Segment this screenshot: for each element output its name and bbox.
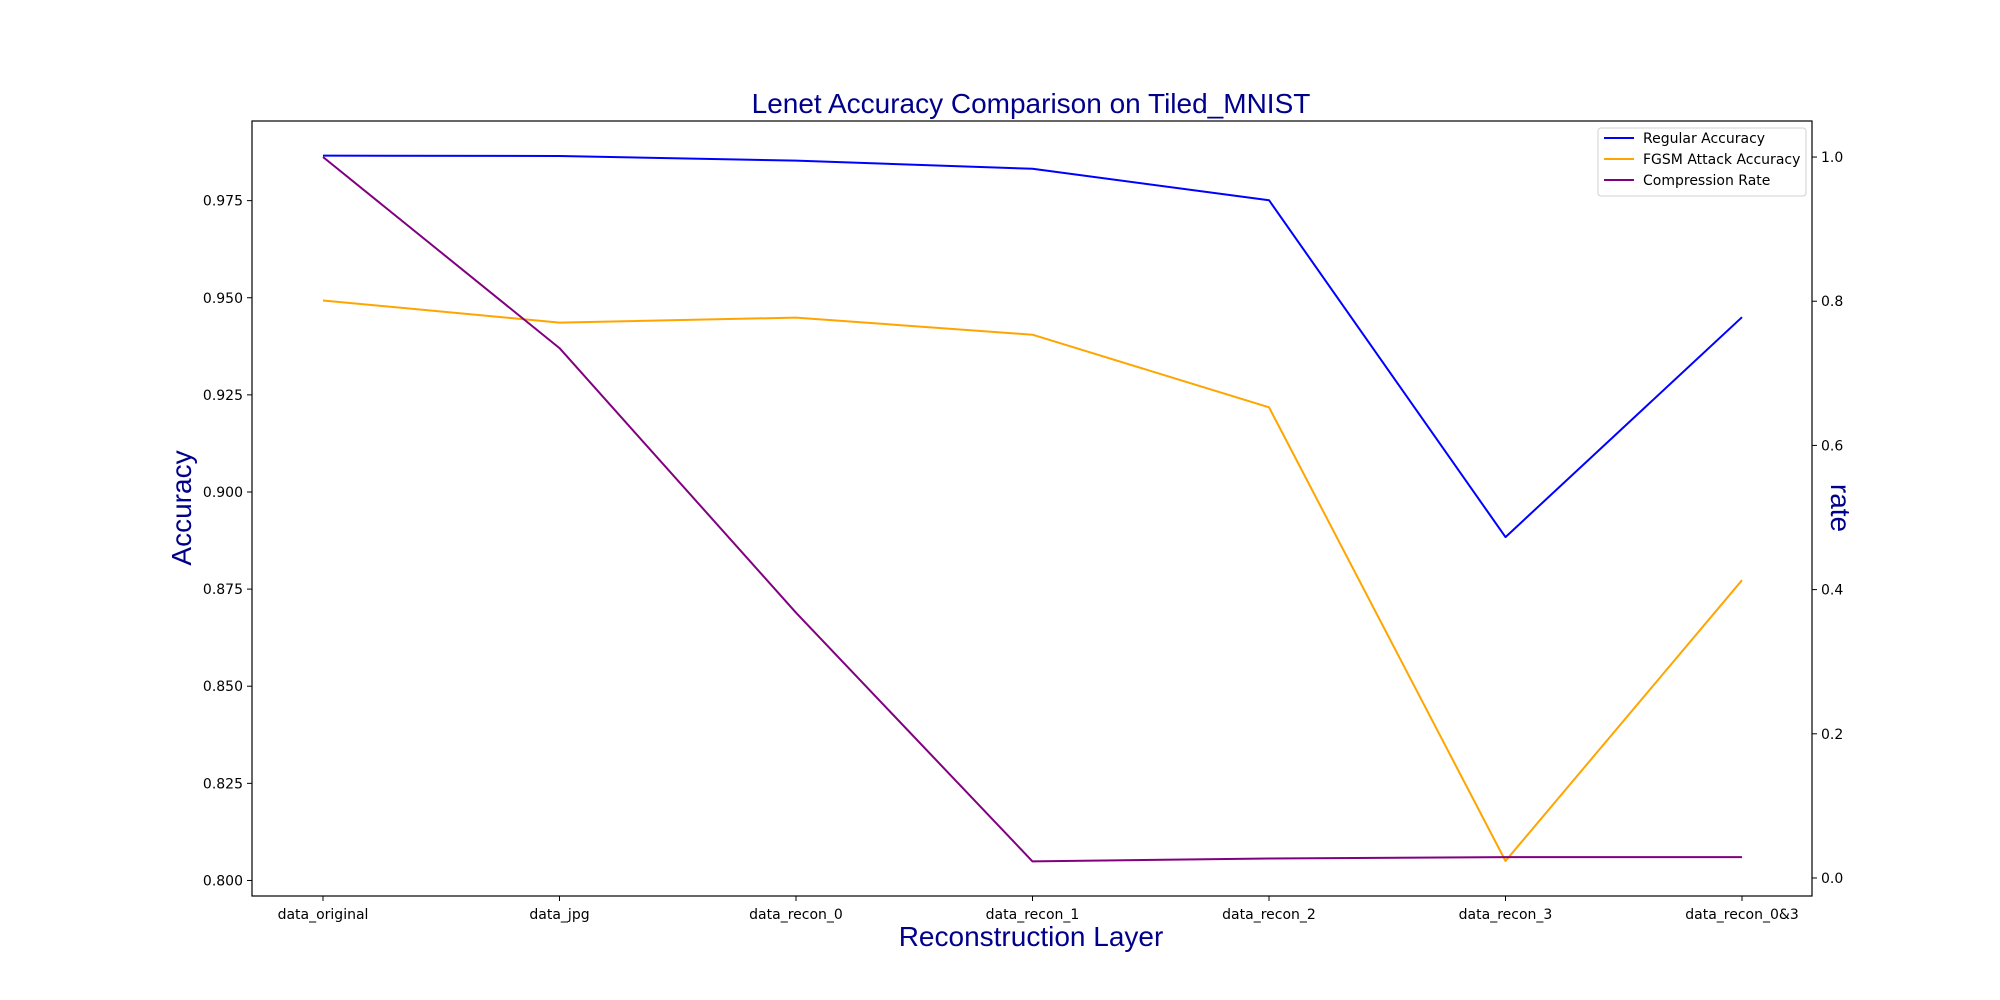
legend-label-regular-accuracy: Regular Accuracy bbox=[1643, 131, 1765, 147]
series-line-regular-accuracy bbox=[322, 154, 1743, 539]
legend-label-fgsm-attack-accuracy: FGSM Attack Accuracy bbox=[1643, 152, 1800, 168]
y2-tick-label: 0.2 bbox=[1821, 727, 1843, 743]
y-tick-label: 0.975 bbox=[203, 194, 243, 210]
y-tick-label: 0.925 bbox=[203, 388, 243, 404]
x-tick-label: data_recon_1 bbox=[986, 907, 1080, 923]
x-tick-label: data_recon_0 bbox=[749, 907, 843, 923]
y2-tick-label: 0.8 bbox=[1821, 294, 1843, 310]
y2-tick-label: 0.0 bbox=[1821, 871, 1843, 887]
x-tick-label: data_jpg bbox=[529, 907, 589, 923]
y-tick-label: 0.800 bbox=[203, 873, 243, 889]
series-line-fgsm-attack-accuracy bbox=[322, 299, 1743, 862]
legend: Regular Accuracy FGSM Attack Accuracy Comp… bbox=[1597, 127, 1807, 197]
y2-tick-label: 0.4 bbox=[1821, 583, 1843, 599]
x-tick-label: data_recon_3 bbox=[1459, 907, 1553, 923]
y-axis-right: 0.0 0.2 0.4 0.6 0.8 1.0 bbox=[1812, 150, 1843, 887]
x-axis: data_original data_jpg data_recon_0 data_re… bbox=[278, 896, 1799, 923]
y-tick-label: 0.950 bbox=[203, 291, 243, 307]
x-axis-title: Reconstruction Layer bbox=[899, 921, 1164, 952]
legend-label-compression-rate: Compression Rate bbox=[1643, 173, 1770, 189]
y-tick-label: 0.825 bbox=[203, 776, 243, 792]
series-line-compression-rate bbox=[322, 156, 1742, 863]
y-tick-label: 0.850 bbox=[203, 679, 243, 695]
y-axis-title: Accuracy bbox=[166, 450, 197, 565]
x-tick-label: data_recon_2 bbox=[1222, 907, 1316, 923]
series-lines bbox=[322, 154, 1743, 863]
x-tick-label: data_recon_0&3 bbox=[1685, 907, 1798, 923]
y2-axis-title: rate bbox=[1825, 484, 1856, 532]
y2-tick-label: 0.6 bbox=[1821, 438, 1843, 454]
y-tick-label: 0.875 bbox=[203, 582, 243, 598]
legend-box bbox=[1597, 127, 1807, 197]
y-axis-left: 0.800 0.825 0.850 0.875 0.900 0.925 0.950 0.975 bbox=[203, 194, 252, 889]
x-tick-label: data_original bbox=[278, 907, 369, 923]
y2-tick-label: 1.0 bbox=[1821, 150, 1843, 166]
y-tick-label: 0.900 bbox=[203, 485, 243, 501]
plot-area-frame bbox=[251, 120, 1813, 897]
chart-title: Lenet Accuracy Comparison on Tiled_MNIST bbox=[752, 88, 1311, 119]
